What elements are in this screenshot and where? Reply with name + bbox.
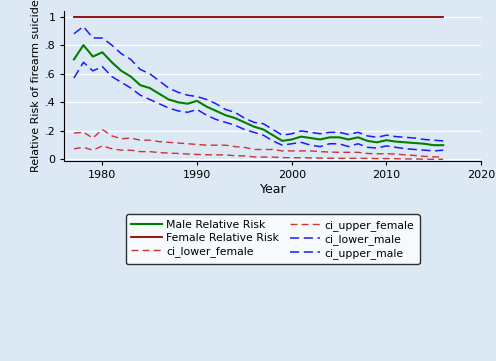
X-axis label: Year: Year [259, 183, 286, 196]
Legend: Male Relative Risk, Female Relative Risk, ci_lower_female, ci_upper_female, ci_l: Male Relative Risk, Female Relative Risk… [126, 214, 420, 264]
Y-axis label: Relative Risk of firearm suicide: Relative Risk of firearm suicide [31, 0, 41, 172]
